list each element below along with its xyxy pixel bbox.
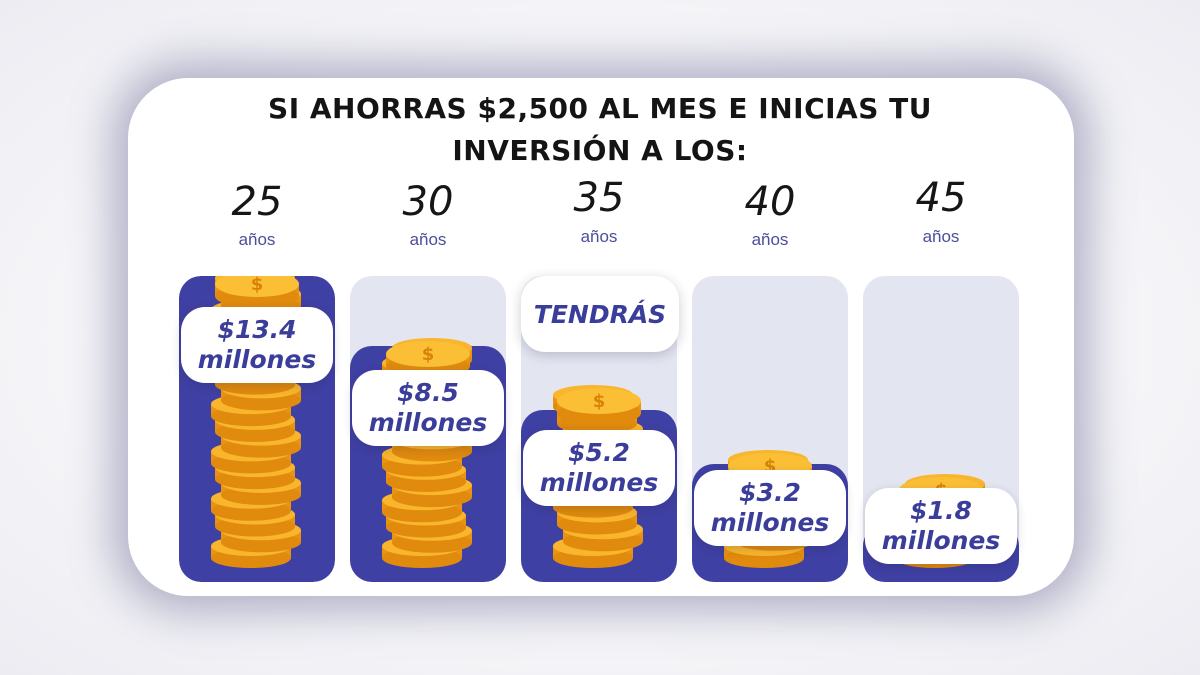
x-tick-unit-35: años	[580, 227, 618, 246]
value-amount: $5.2	[568, 438, 630, 467]
value-amount: $1.8	[910, 496, 972, 525]
x-tick-age-25: 25	[231, 179, 283, 225]
svg-text:$: $	[422, 344, 435, 365]
svg-text:$: $	[251, 276, 264, 295]
value-unit: millones	[881, 526, 1001, 555]
data-label-30: $8.5 millones	[352, 370, 504, 446]
value-unit: millones	[539, 468, 659, 497]
x-tick-age-45: 45	[915, 175, 967, 221]
data-label-35: $5.2 millones	[523, 430, 675, 506]
value-amount: $8.5	[397, 378, 459, 407]
dollar-coin-icon: $	[386, 341, 470, 378]
callout-tendras: TENDRÁS	[521, 276, 679, 352]
x-tick-unit-30: años	[409, 230, 447, 249]
data-label-40: $3.2 millones	[694, 470, 846, 546]
value-amount: $13.4	[217, 315, 297, 344]
title-line-2: INVERSIÓN A LOS:	[452, 134, 748, 167]
data-label-25: $13.4 millones	[181, 307, 333, 383]
value-unit: millones	[710, 508, 830, 537]
x-tick-age-40: 40	[744, 179, 796, 225]
value-amount: $3.2	[739, 478, 801, 507]
chart-title: SI AHORRAS $2,500 AL MES E INICIAS TU IN…	[0, 88, 1200, 172]
value-unit: millones	[197, 345, 317, 374]
dollar-coin-icon: $	[557, 388, 641, 425]
value-unit: millones	[368, 408, 488, 437]
x-tick-age-35: 35	[573, 175, 625, 221]
x-tick-unit-25: años	[238, 230, 276, 249]
data-label-45: $1.8 millones	[865, 488, 1017, 564]
x-tick-unit-40: años	[751, 230, 789, 249]
x-tick-unit-45: años	[922, 227, 960, 246]
dollar-coin-icon: $	[215, 276, 299, 308]
title-line-1: SI AHORRAS $2,500 AL MES E INICIAS TU	[268, 92, 932, 125]
svg-text:$: $	[593, 391, 606, 412]
x-tick-age-30: 30	[402, 179, 454, 225]
